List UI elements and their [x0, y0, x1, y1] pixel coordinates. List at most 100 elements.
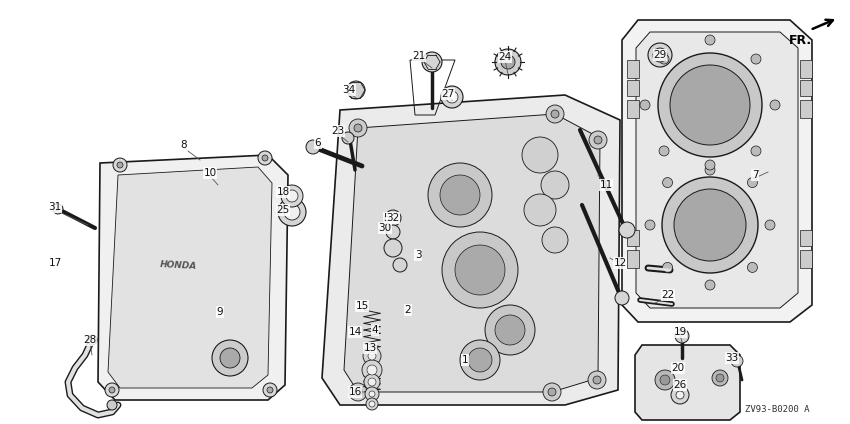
Bar: [627, 80, 639, 96]
Circle shape: [286, 190, 298, 202]
Polygon shape: [636, 32, 798, 308]
Circle shape: [501, 55, 515, 69]
Polygon shape: [622, 20, 812, 322]
Circle shape: [364, 374, 380, 390]
Text: 29: 29: [654, 50, 666, 60]
Circle shape: [363, 347, 381, 365]
Bar: [627, 230, 639, 246]
Circle shape: [284, 204, 300, 220]
Circle shape: [645, 220, 655, 230]
Circle shape: [653, 48, 667, 62]
Circle shape: [662, 178, 672, 187]
Circle shape: [428, 163, 492, 227]
Circle shape: [369, 401, 375, 407]
Text: 7: 7: [751, 170, 758, 180]
Circle shape: [705, 160, 715, 170]
Bar: [627, 100, 639, 118]
Circle shape: [676, 391, 684, 399]
Bar: [800, 100, 812, 118]
Text: ZV93-B0200 A: ZV93-B0200 A: [745, 405, 809, 414]
Circle shape: [705, 35, 715, 45]
Bar: [800, 80, 812, 96]
Text: 34: 34: [343, 85, 355, 95]
Circle shape: [712, 370, 728, 386]
Bar: [800, 230, 812, 246]
Text: 11: 11: [599, 180, 613, 190]
Text: 16: 16: [348, 387, 361, 397]
Circle shape: [770, 100, 780, 110]
Text: 2: 2: [405, 305, 411, 315]
Circle shape: [384, 239, 402, 257]
Text: 27: 27: [441, 89, 455, 99]
Circle shape: [716, 374, 724, 382]
Circle shape: [267, 387, 273, 393]
Text: 15: 15: [355, 301, 369, 311]
Circle shape: [262, 155, 268, 161]
Circle shape: [671, 386, 689, 404]
Circle shape: [441, 86, 463, 108]
Circle shape: [589, 131, 607, 149]
Circle shape: [731, 355, 743, 367]
Circle shape: [393, 258, 407, 272]
Text: 31: 31: [48, 202, 61, 212]
Circle shape: [455, 245, 505, 295]
Circle shape: [212, 340, 248, 376]
Text: 32: 32: [387, 213, 399, 223]
Circle shape: [263, 383, 277, 397]
Circle shape: [593, 376, 601, 384]
Polygon shape: [344, 114, 600, 392]
Circle shape: [495, 315, 525, 345]
Text: 25: 25: [276, 205, 290, 215]
Circle shape: [662, 177, 758, 273]
Circle shape: [765, 220, 775, 230]
Polygon shape: [322, 95, 620, 405]
Text: 30: 30: [378, 223, 392, 233]
Circle shape: [495, 49, 521, 75]
Circle shape: [751, 146, 761, 156]
Circle shape: [368, 352, 376, 360]
Text: 28: 28: [83, 335, 97, 345]
Circle shape: [705, 280, 715, 290]
Circle shape: [422, 52, 442, 72]
Circle shape: [747, 178, 757, 187]
Circle shape: [594, 136, 602, 144]
Circle shape: [658, 53, 762, 157]
Bar: [627, 60, 639, 78]
Circle shape: [485, 305, 535, 355]
Text: 4: 4: [371, 325, 378, 335]
Circle shape: [347, 81, 365, 99]
Text: 23: 23: [332, 126, 344, 136]
Text: www.impparts.com: www.impparts.com: [343, 211, 517, 229]
Circle shape: [674, 189, 746, 261]
Text: 14: 14: [348, 327, 361, 337]
Circle shape: [53, 204, 63, 214]
Circle shape: [368, 378, 376, 386]
Circle shape: [117, 162, 123, 168]
Text: 10: 10: [203, 168, 217, 178]
Circle shape: [362, 360, 382, 380]
Circle shape: [675, 329, 689, 343]
Circle shape: [524, 194, 556, 226]
Circle shape: [705, 165, 715, 175]
Text: 9: 9: [217, 307, 224, 317]
Text: HONDA: HONDA: [159, 259, 196, 271]
Text: 26: 26: [673, 380, 687, 390]
Circle shape: [670, 65, 750, 145]
Circle shape: [615, 291, 629, 305]
Circle shape: [546, 105, 564, 123]
Circle shape: [109, 387, 115, 393]
Circle shape: [349, 383, 367, 401]
Circle shape: [354, 124, 362, 132]
Bar: [627, 250, 639, 268]
Circle shape: [365, 387, 379, 401]
Text: 24: 24: [498, 52, 512, 62]
Circle shape: [258, 151, 272, 165]
Circle shape: [385, 210, 401, 226]
Bar: [800, 250, 812, 268]
Polygon shape: [98, 155, 288, 400]
Circle shape: [354, 388, 362, 396]
Text: 19: 19: [673, 327, 687, 337]
Circle shape: [107, 400, 117, 410]
Circle shape: [342, 132, 354, 144]
Circle shape: [87, 335, 97, 345]
